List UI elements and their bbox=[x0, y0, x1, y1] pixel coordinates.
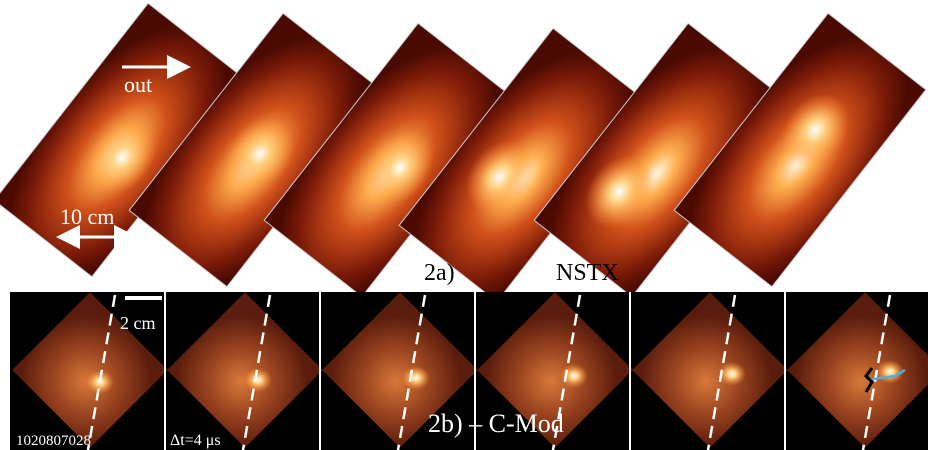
scale-label: 10 cm bbox=[60, 204, 114, 229]
out-label: out bbox=[124, 72, 152, 97]
dashed-line bbox=[241, 294, 272, 450]
cmod-frames bbox=[12, 292, 928, 450]
bright-spot bbox=[560, 364, 588, 388]
nstx-frame bbox=[263, 22, 517, 298]
bright-spot bbox=[781, 93, 850, 167]
cmod-image bbox=[12, 292, 168, 448]
bright-spot bbox=[244, 368, 272, 392]
time-label: Δt=4 μs bbox=[170, 432, 221, 449]
dashed-line bbox=[396, 294, 427, 450]
bright-spot bbox=[585, 155, 654, 229]
cmod-panel-label: 2b) – C-Mod bbox=[428, 409, 564, 438]
dashed-line bbox=[86, 294, 117, 450]
bright-spot bbox=[465, 140, 534, 214]
bright-spot bbox=[365, 131, 434, 205]
dashed-line bbox=[706, 294, 737, 450]
cmod-scale-label: 2 cm bbox=[120, 313, 156, 333]
bright-spot bbox=[86, 370, 114, 394]
dashed-line bbox=[551, 294, 582, 450]
dashed-line bbox=[861, 294, 892, 450]
trajectory-dark bbox=[864, 367, 874, 393]
shot-label: 1020807028 bbox=[16, 433, 91, 449]
cmod-image bbox=[322, 292, 478, 448]
trajectory bbox=[867, 368, 906, 382]
bright-spot bbox=[87, 120, 157, 195]
device-label: NSTX bbox=[556, 260, 619, 286]
bright-spot bbox=[402, 366, 430, 390]
cmod-image bbox=[632, 292, 788, 448]
cmod-image bbox=[167, 292, 323, 448]
bright-spot bbox=[718, 362, 746, 386]
nstx-frame bbox=[673, 12, 927, 288]
cmod-image bbox=[787, 292, 928, 448]
bright-spot bbox=[225, 117, 295, 191]
cmod-image bbox=[477, 292, 633, 448]
panel-label: 2a) bbox=[424, 260, 455, 286]
nstx-frames bbox=[0, 2, 927, 303]
